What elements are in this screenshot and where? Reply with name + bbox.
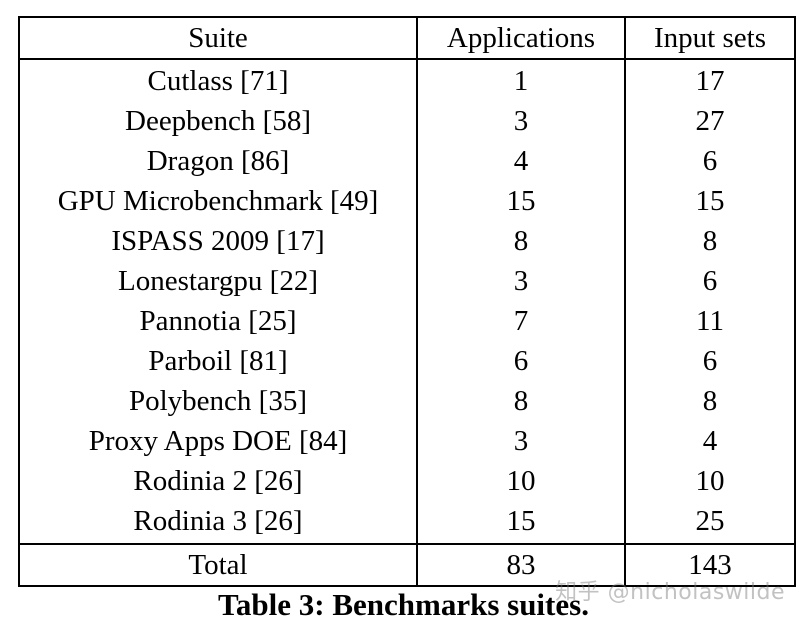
input-sets-cell: 27 — [624, 101, 796, 141]
applications-cell: 8 — [416, 221, 626, 261]
suite-cell: GPU Microbenchmark [49] — [18, 181, 418, 221]
applications-cell: 4 — [416, 141, 626, 181]
input-sets-cell: 8 — [624, 221, 796, 261]
table-row: ISPASS 2009 [17] 8 8 — [18, 221, 796, 261]
suite-cell: Parboil [81] — [18, 341, 418, 381]
input-sets-cell: 6 — [624, 141, 796, 181]
table-row: Deepbench [58] 3 27 — [18, 101, 796, 141]
suite-cell: Polybench [35] — [18, 381, 418, 421]
suite-cell: Rodinia 3 [26] — [18, 501, 418, 544]
table-row: Proxy Apps DOE [84] 3 4 — [18, 421, 796, 461]
table-row: Cutlass [71] 1 17 — [18, 59, 796, 101]
applications-cell: 3 — [416, 421, 626, 461]
input-sets-cell: 17 — [624, 59, 796, 101]
input-sets-cell: 6 — [624, 341, 796, 381]
table-caption: Table 3: Benchmarks suites. — [218, 587, 589, 622]
input-sets-cell: 6 — [624, 261, 796, 301]
suite-cell: ISPASS 2009 [17] — [18, 221, 418, 261]
header-suite: Suite — [18, 16, 418, 60]
suite-cell: Pannotia [25] — [18, 301, 418, 341]
total-applications: 83 — [416, 543, 626, 587]
input-sets-cell: 15 — [624, 181, 796, 221]
table-header-row: Suite Applications Input sets — [18, 16, 796, 60]
applications-cell: 7 — [416, 301, 626, 341]
suite-cell: Cutlass [71] — [18, 59, 418, 101]
benchmark-suites-table: Suite Applications Input sets Cutlass [7… — [18, 16, 796, 587]
suite-cell: Dragon [86] — [18, 141, 418, 181]
applications-cell: 6 — [416, 341, 626, 381]
table-row: Rodinia 2 [26] 10 10 — [18, 461, 796, 501]
total-label: Total — [18, 543, 418, 587]
applications-cell: 8 — [416, 381, 626, 421]
table-total-row: Total 83 143 — [18, 543, 796, 587]
suite-cell: Deepbench [58] — [18, 101, 418, 141]
applications-cell: 3 — [416, 101, 626, 141]
input-sets-cell: 11 — [624, 301, 796, 341]
benchmark-table-container: Suite Applications Input sets Cutlass [7… — [18, 16, 796, 587]
table-row: Lonestargpu [22] 3 6 — [18, 261, 796, 301]
table-row: Dragon [86] 4 6 — [18, 141, 796, 181]
applications-cell: 15 — [416, 181, 626, 221]
total-input-sets: 143 — [624, 543, 796, 587]
table-row: GPU Microbenchmark [49] 15 15 — [18, 181, 796, 221]
input-sets-cell: 4 — [624, 421, 796, 461]
applications-cell: 15 — [416, 501, 626, 544]
header-applications: Applications — [416, 16, 626, 60]
table-row: Pannotia [25] 7 11 — [18, 301, 796, 341]
table-row: Polybench [35] 8 8 — [18, 381, 796, 421]
suite-cell: Rodinia 2 [26] — [18, 461, 418, 501]
input-sets-cell: 25 — [624, 501, 796, 544]
watermark-text: 知乎 @nicholaswilde — [555, 580, 785, 605]
applications-cell: 1 — [416, 59, 626, 101]
suite-cell: Proxy Apps DOE [84] — [18, 421, 418, 461]
applications-cell: 10 — [416, 461, 626, 501]
applications-cell: 3 — [416, 261, 626, 301]
table-row: Rodinia 3 [26] 15 25 — [18, 501, 796, 544]
input-sets-cell: 10 — [624, 461, 796, 501]
input-sets-cell: 8 — [624, 381, 796, 421]
suite-cell: Lonestargpu [22] — [18, 261, 418, 301]
header-input-sets: Input sets — [624, 16, 796, 60]
table-row: Parboil [81] 6 6 — [18, 341, 796, 381]
